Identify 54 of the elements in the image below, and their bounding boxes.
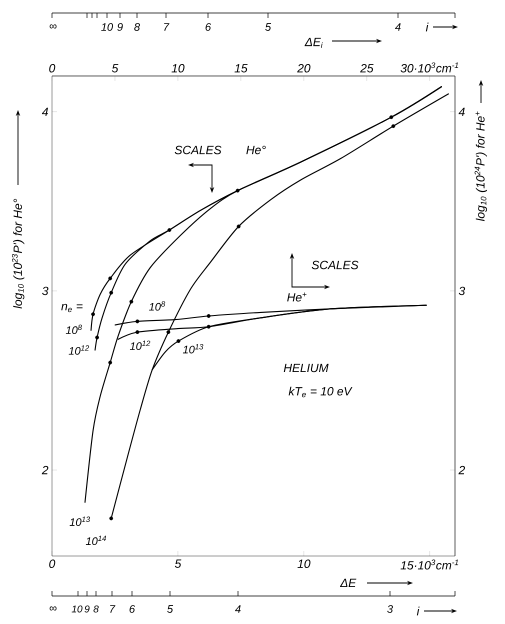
- x-tick-label: 5: [174, 560, 182, 568]
- y2-tick-label: 3: [458, 286, 466, 296]
- series-label: 10$^{13}$: [70, 516, 90, 526]
- x2-tick-label: 20: [297, 64, 310, 72]
- text: 10: [72, 605, 82, 613]
- x-axis-title: ΔE: [340, 578, 356, 587]
- annotation: HELIUM: [284, 364, 329, 372]
- text: 9: [117, 23, 123, 31]
- x2-tick-label: 15: [234, 64, 248, 72]
- x2-tick-label: 10: [172, 64, 184, 72]
- y-tick-label: 2: [42, 466, 48, 474]
- y2-tick-label: 2: [458, 466, 465, 474]
- annotation: He°: [246, 146, 266, 154]
- text: 9: [84, 605, 90, 613]
- text: 7: [110, 605, 116, 613]
- text: 4: [395, 23, 401, 31]
- text: 10: [101, 23, 113, 31]
- y-axis-title: log$_{10}$ (10$^{23}$P') for He°: [12, 198, 24, 309]
- y2-tick-label: 4: [458, 108, 465, 116]
- x2-tick-label: 5: [112, 64, 118, 72]
- y-tick-label: 4: [42, 108, 48, 116]
- text: 6: [206, 23, 212, 31]
- annotation: SCALES: [312, 260, 358, 270]
- x-tick-label: 15·10$^{3}$cm$^{-1}$: [400, 560, 458, 570]
- x-tick-label: 10: [298, 560, 310, 568]
- x2-tick-label: 25: [360, 64, 374, 72]
- series-label: 10$^{8}$: [66, 324, 82, 334]
- text: 8: [93, 605, 99, 613]
- annotation: kT$_{e}$ = 10 eV: [288, 386, 352, 398]
- x2-tick-label: 0: [49, 64, 56, 72]
- text: 5: [265, 23, 272, 31]
- x2-tick-label: 30·10$^{3}$cm$^{-1}$: [400, 62, 458, 72]
- text: i: [426, 22, 429, 32]
- x2-axis-title: ΔE$_{i}$: [304, 38, 323, 48]
- y-tick-label: 3: [42, 286, 48, 296]
- series-label: 10$^{8}$: [149, 301, 166, 311]
- x-tick-label: 0: [49, 560, 56, 568]
- text: 8: [134, 23, 140, 31]
- annotation: SCALES: [174, 146, 222, 154]
- text: 5: [167, 605, 174, 613]
- text: i: [416, 606, 420, 616]
- series-label: 10$^{14}$: [86, 536, 106, 546]
- series-label: 10$^{13}$: [182, 344, 204, 354]
- annotation: He$^{+}$: [287, 292, 306, 302]
- text: 6: [130, 605, 136, 613]
- text: 4: [235, 605, 241, 613]
- text: 7: [164, 23, 170, 31]
- text: ∞: [50, 606, 57, 611]
- annotation: n$_{e}$ =: [61, 304, 83, 312]
- text: ∞: [50, 24, 57, 29]
- y2-axis-title: log$_{10}$ (10$^{24}$P') for He$^{+}$: [474, 111, 487, 222]
- series-label: 10$^{12}$: [68, 345, 90, 355]
- text: 3: [387, 605, 393, 613]
- series-label: 10$^{12}$: [130, 340, 150, 350]
